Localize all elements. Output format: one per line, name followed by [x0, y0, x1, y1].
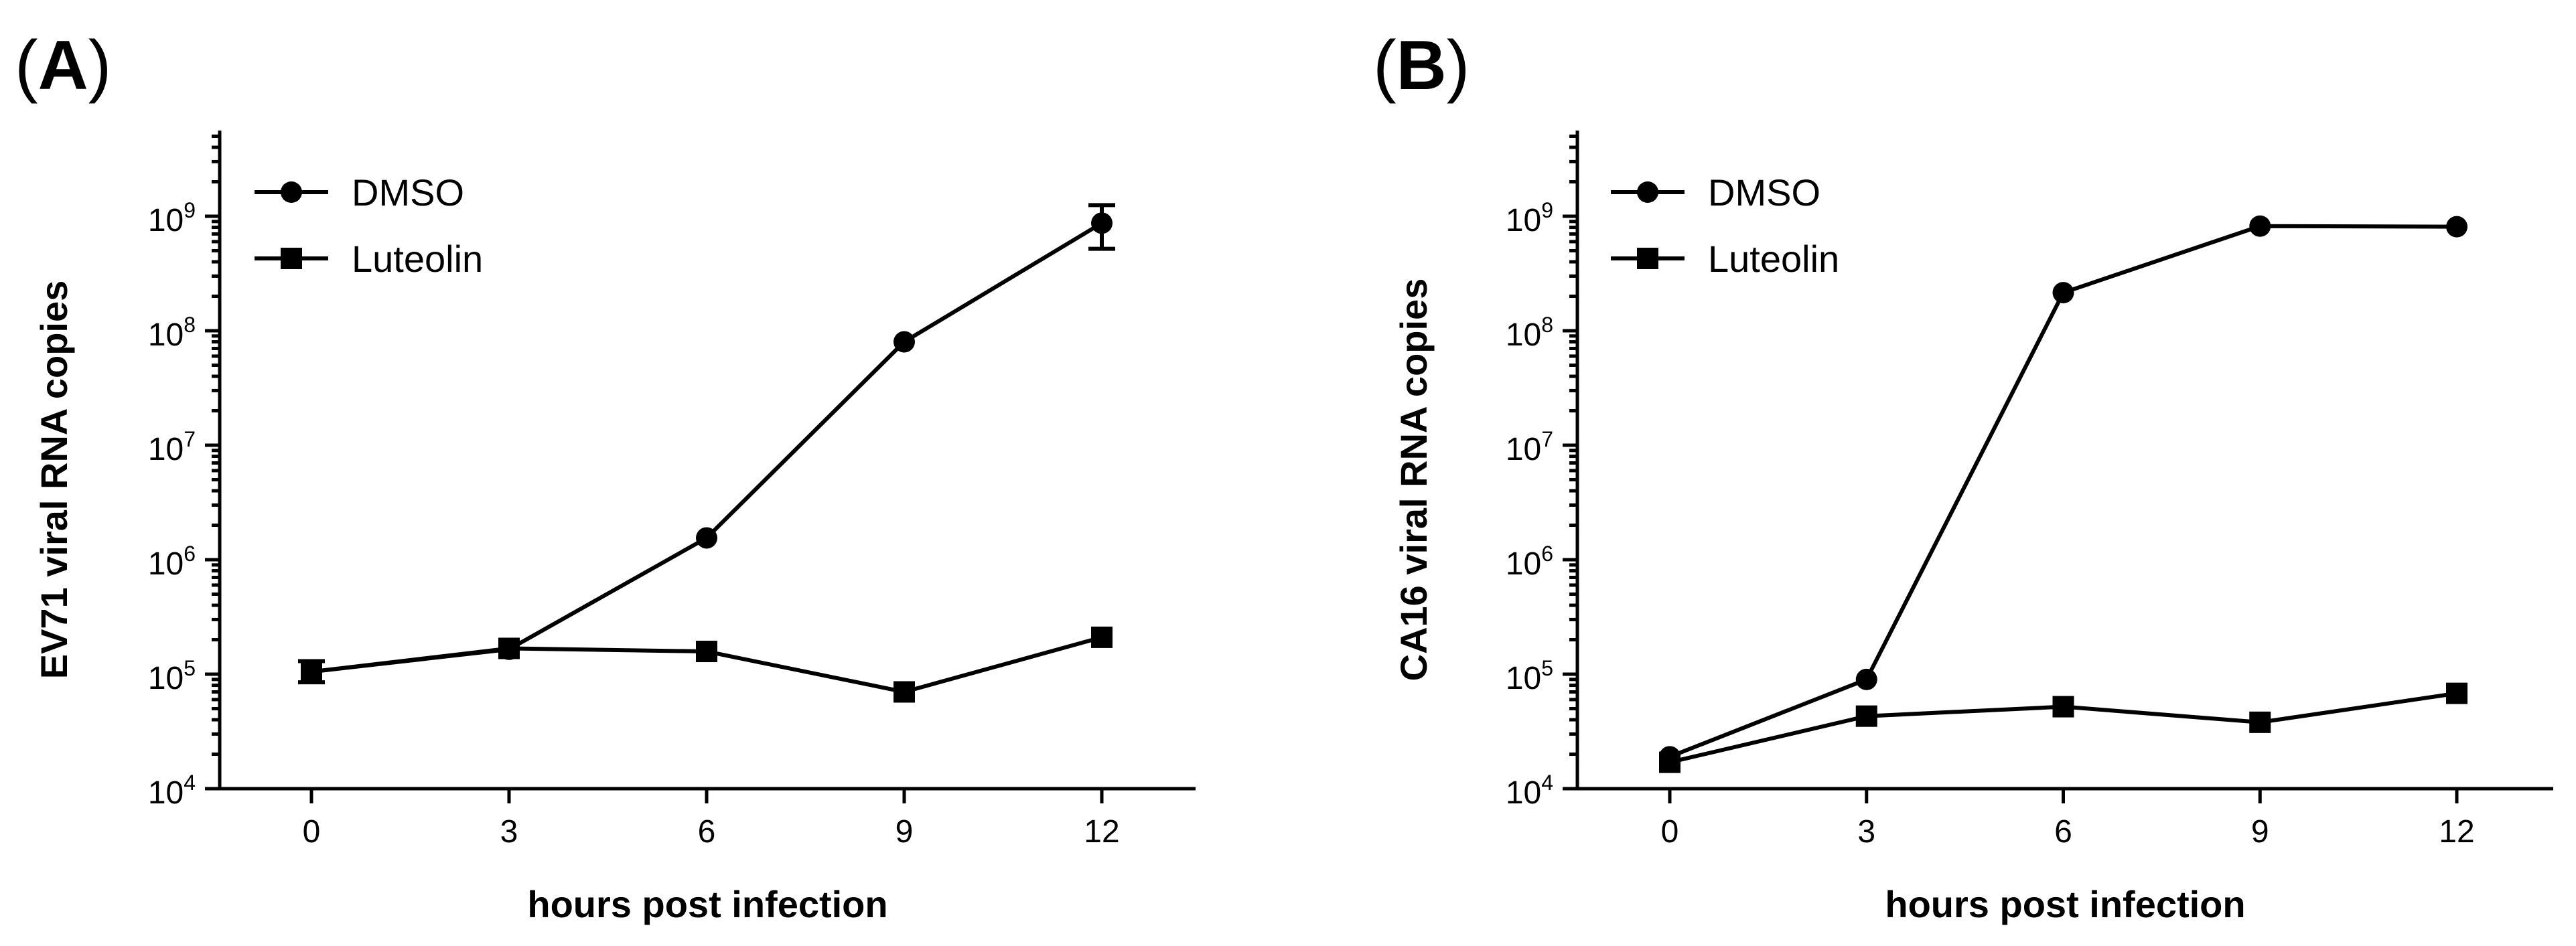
x-tick-label: 12 — [2439, 814, 2474, 850]
x-tick-label: 6 — [698, 814, 716, 850]
x-tick-label: 6 — [2054, 814, 2072, 850]
data-point-luteolin — [893, 681, 915, 703]
x-tick-label: 3 — [1857, 814, 1875, 850]
x-tick-label: 3 — [500, 814, 518, 850]
data-point-dmso — [2052, 282, 2074, 304]
y-tick-label: 105 — [1506, 656, 1553, 696]
y-tick-label: 106 — [148, 542, 196, 582]
y-tick-label: 107 — [1506, 427, 1553, 467]
x-tick-label: 9 — [2251, 814, 2269, 850]
legend-label: DMSO — [1708, 171, 1820, 214]
legend-marker-circle — [1637, 181, 1658, 203]
data-point-luteolin — [2249, 711, 2271, 733]
data-point-luteolin — [1091, 626, 1113, 648]
data-point-dmso — [1659, 746, 1680, 768]
data-point-luteolin — [696, 641, 717, 663]
data-point-dmso — [498, 638, 520, 660]
y-axis-title: CA16 viral RNA copies — [1392, 279, 1435, 682]
y-tick-label: 104 — [148, 771, 196, 811]
series-line-dmso — [1668, 224, 2457, 759]
x-axis-title: hours post infection — [527, 883, 887, 925]
data-point-luteolin — [2446, 682, 2467, 704]
legend-label: Luteolin — [352, 238, 483, 280]
y-tick-label: 105 — [148, 656, 196, 696]
panel-label: (A) — [15, 27, 111, 104]
y-tick-label: 109 — [1506, 198, 1553, 238]
legend-marker-square — [281, 248, 302, 269]
legend-label: DMSO — [352, 171, 464, 214]
y-tick-label: 104 — [1506, 771, 1553, 811]
legend-label: Luteolin — [1708, 238, 1839, 280]
y-tick-label: 108 — [1506, 313, 1553, 353]
panel-label: (B) — [1373, 27, 1470, 104]
data-point-luteolin — [1855, 705, 1877, 727]
x-tick-label: 9 — [896, 814, 914, 850]
x-tick-label: 12 — [1084, 814, 1119, 850]
data-point-dmso — [2249, 215, 2271, 237]
legend-marker-circle — [281, 181, 302, 203]
data-point-dmso — [2446, 216, 2467, 238]
panel-a: (A) 104 105 106 107 108 109 0 3 6 9 12 hours post in… — [15, 27, 1196, 925]
legend-marker-square — [1637, 248, 1658, 269]
y-tick-label: 108 — [148, 313, 196, 353]
x-tick-label: 0 — [1661, 814, 1679, 850]
data-point-dmso — [696, 527, 717, 549]
data-point-dmso — [301, 661, 322, 683]
x-tick-label: 0 — [303, 814, 321, 850]
x-axis-title: hours post infection — [1885, 883, 2245, 925]
data-point-luteolin — [2052, 696, 2074, 718]
series-line-dmso — [311, 221, 1103, 674]
data-point-dmso — [893, 331, 915, 353]
y-tick-label: 107 — [148, 427, 196, 467]
panel-b: (B) 104 105 106 107 108 109 0 3 6 9 12 hours post in… — [1373, 27, 2553, 925]
y-axis-title: EV71 viral RNA copies — [33, 281, 75, 680]
y-tick-label: 109 — [148, 198, 196, 238]
y-tick-label: 106 — [1506, 542, 1553, 582]
data-point-dmso — [1855, 668, 1877, 690]
data-point-dmso — [1091, 212, 1113, 234]
